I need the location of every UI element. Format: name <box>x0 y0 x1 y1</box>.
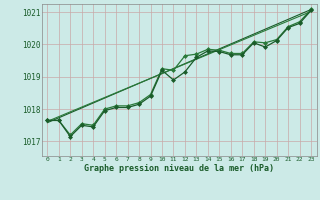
X-axis label: Graphe pression niveau de la mer (hPa): Graphe pression niveau de la mer (hPa) <box>84 164 274 173</box>
